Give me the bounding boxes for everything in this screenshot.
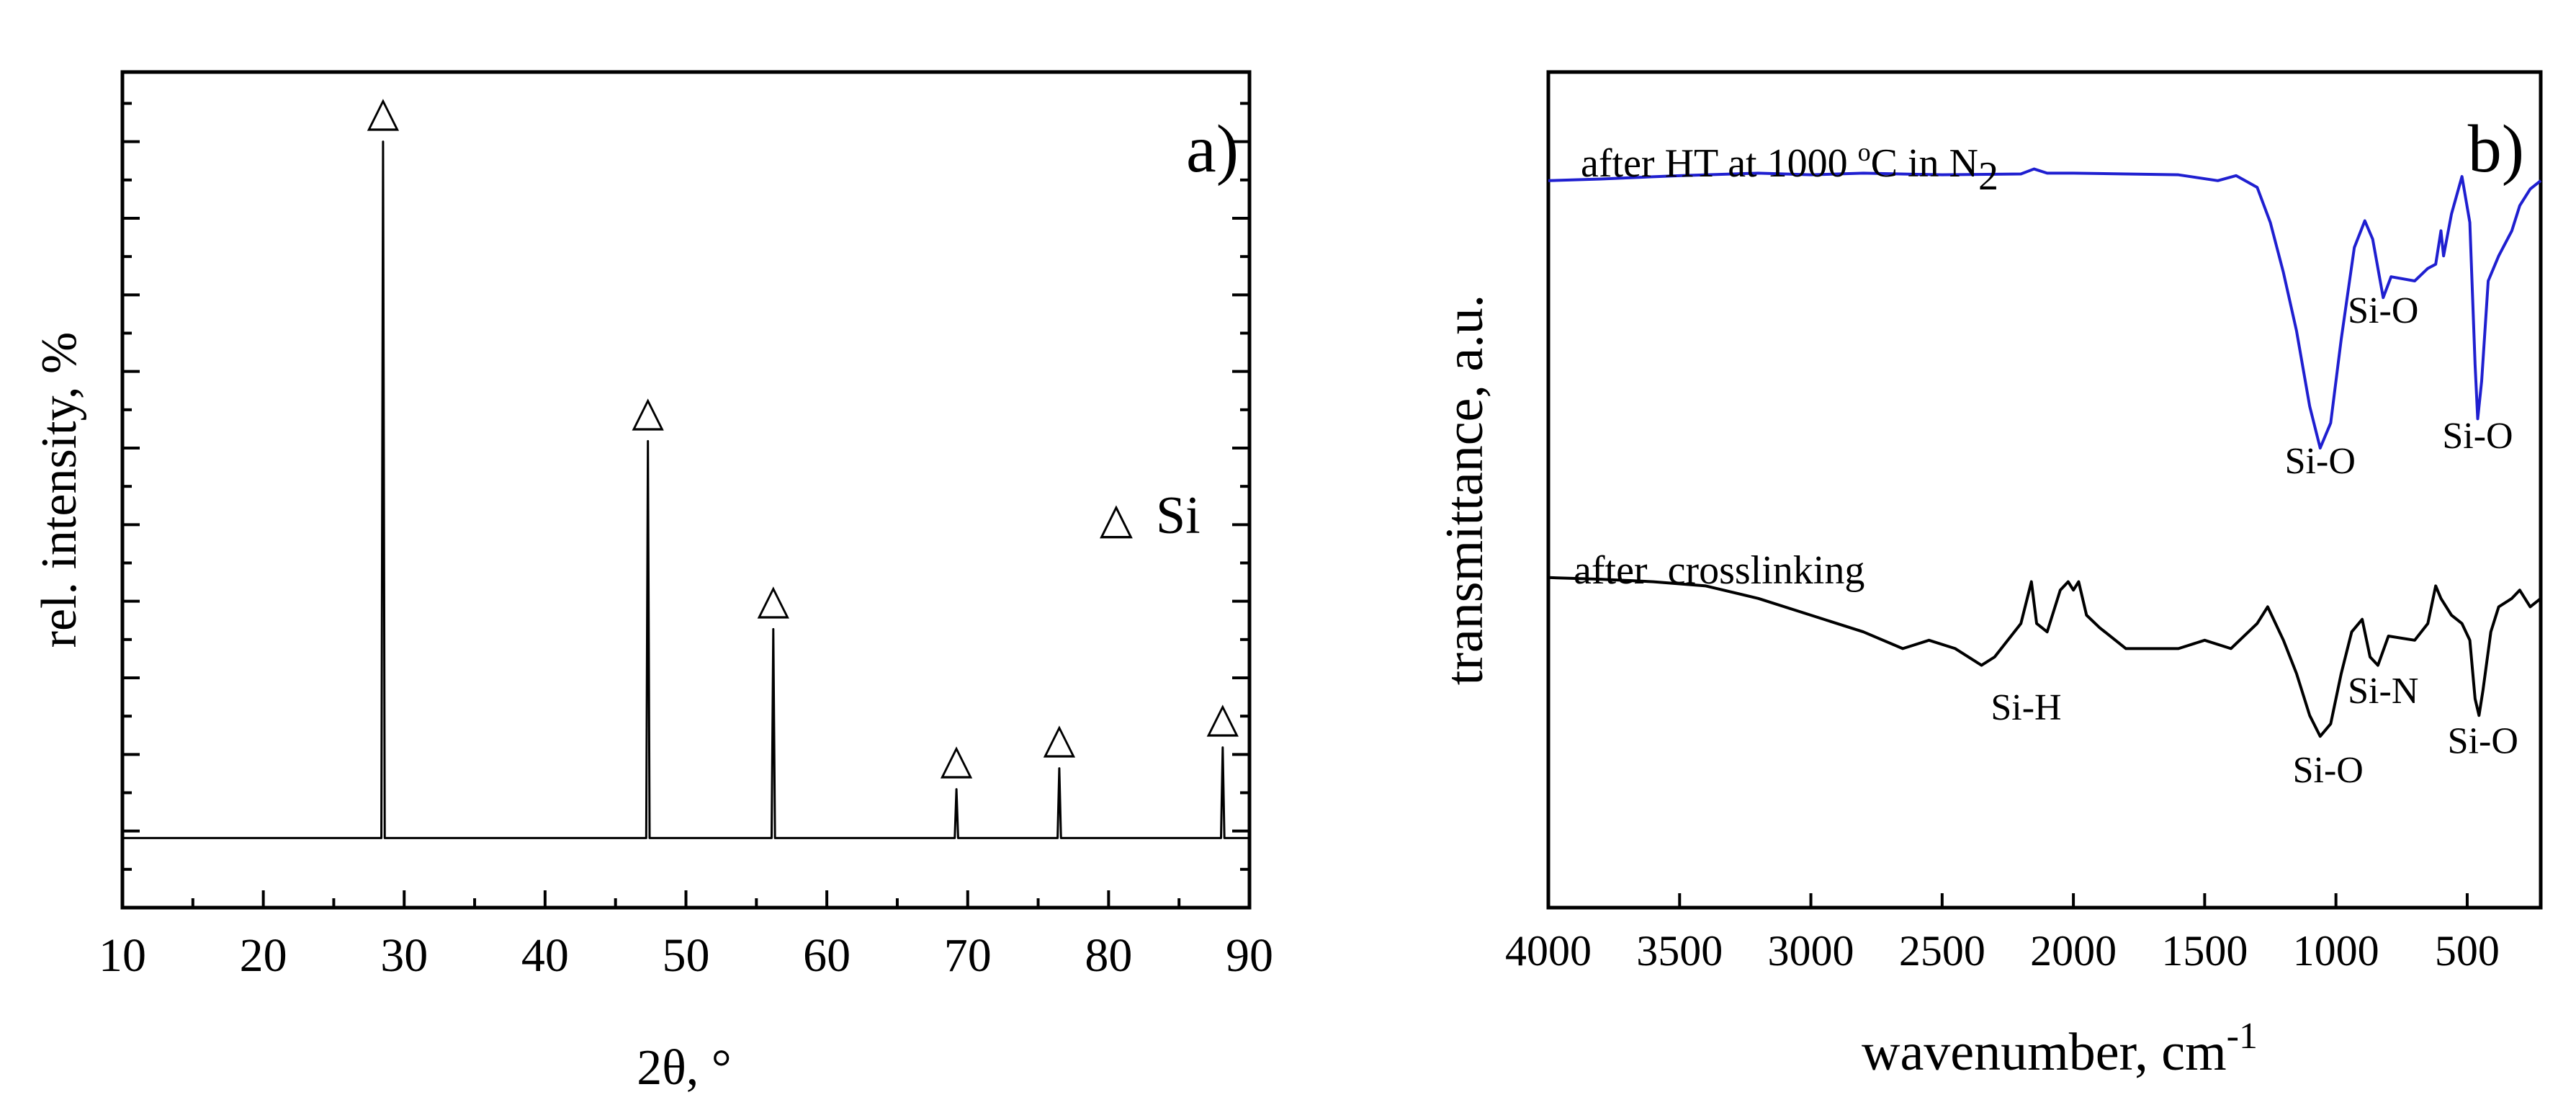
- ftir-x-tick-label: 2000: [2030, 927, 2117, 975]
- xrd-peak-marker: △: [632, 388, 664, 434]
- xrd-x-tick-label: 60: [803, 929, 851, 982]
- ftir-series-label-ht: after HT at 1000 oC in N2: [1581, 138, 1998, 199]
- ftir-band-annotation: Si-O: [2293, 750, 2364, 791]
- ftir-band-annotation: Si-O: [2442, 416, 2513, 457]
- xrd-x-tick-label: 30: [380, 929, 428, 982]
- ftir-series-group: [1548, 167, 2542, 738]
- xrd-x-tick-label: 40: [521, 929, 569, 982]
- xrd-x-tick-label: 70: [944, 929, 992, 982]
- xrd-legend: △ Si: [1100, 486, 1201, 545]
- xrd-x-tick-label: 90: [1226, 929, 1273, 982]
- ftir-x-tick-label: 500: [2435, 927, 2500, 975]
- ftir-series-crosslinking-line: [1548, 576, 2542, 738]
- ftir-x-ticks: 4000 3500 3000 2500 2000 1500 1000 500: [1505, 893, 2500, 975]
- ftir-band-annotation: Si-O: [2285, 441, 2356, 482]
- xrd-x-tick-label: 80: [1085, 929, 1132, 982]
- ftir-band-annotation: Si-H: [1991, 687, 2061, 728]
- ftir-x-tick-label: 4000: [1505, 927, 1592, 975]
- ftir-chart-panel: 4000 3500 3000 2500 2000 1500 1000 500 Si-OSi-O…: [1435, 70, 2543, 1082]
- ftir-band-annotations: Si-O Si-O Si-O Si-H Si-O Si-N Si-O: [1991, 290, 2518, 791]
- ftir-x-axis-label: wavenumber, cm-1: [1862, 1016, 2258, 1082]
- xrd-peak-marker: △: [1044, 715, 1076, 762]
- xrd-x-ticks: 10 20 30 40 50 60 70 80 90: [99, 890, 1273, 982]
- xrd-plot-frame: [120, 70, 1252, 910]
- ftir-y-axis-label: transmittance, a.u.: [1435, 295, 1494, 685]
- xrd-y-axis-label: rel. intensity, %: [32, 332, 87, 648]
- ftir-series-label-crosslinking: after crosslinking: [1574, 548, 1864, 593]
- xrd-series-line: [122, 140, 1249, 839]
- xrd-peak-marker: △: [367, 89, 400, 135]
- xrd-legend-label: Si: [1156, 486, 1201, 545]
- xrd-peak-marker: △: [941, 736, 973, 783]
- ftir-x-tick-label: 3000: [1768, 927, 1854, 975]
- xrd-chart-panel: 10 20 30 40 50 60 70 80 90 △ △ △ △ △ △ a) △ Si rel. i…: [32, 70, 1273, 1096]
- ftir-x-tick-label: 1000: [2293, 927, 2379, 975]
- xrd-x-axis-label: 2θ, °: [637, 1040, 732, 1096]
- ftir-band-annotation: Si-O: [2348, 290, 2418, 331]
- ftir-panel-label: b): [2468, 112, 2524, 187]
- ftir-x-tick-label: 2500: [1899, 927, 1985, 975]
- legend-triangle-icon: △: [1100, 495, 1133, 542]
- xrd-y-ticks-left: [122, 102, 140, 909]
- xrd-peak-markers: △ △ △ △ △ △: [367, 89, 1239, 783]
- xrd-peak-marker: △: [1207, 694, 1239, 741]
- xrd-x-tick-label: 20: [240, 929, 287, 982]
- ftir-plot-frame: [1546, 70, 2543, 910]
- xrd-y-ticks-right: [1232, 102, 1249, 909]
- ftir-x-tick-label: 1500: [2161, 927, 2248, 975]
- ftir-x-tick-label: 3500: [1636, 927, 1723, 975]
- ftir-series-ht-line: [1548, 167, 2542, 449]
- ftir-band-annotation: Si-O: [2448, 720, 2518, 761]
- xrd-x-tick-label: 50: [663, 929, 710, 982]
- xrd-panel-label: a): [1186, 112, 1239, 187]
- xrd-x-tick-label: 10: [99, 929, 146, 982]
- xrd-peak-marker: △: [757, 576, 789, 622]
- ftir-band-annotation: Si-N: [2348, 671, 2418, 712]
